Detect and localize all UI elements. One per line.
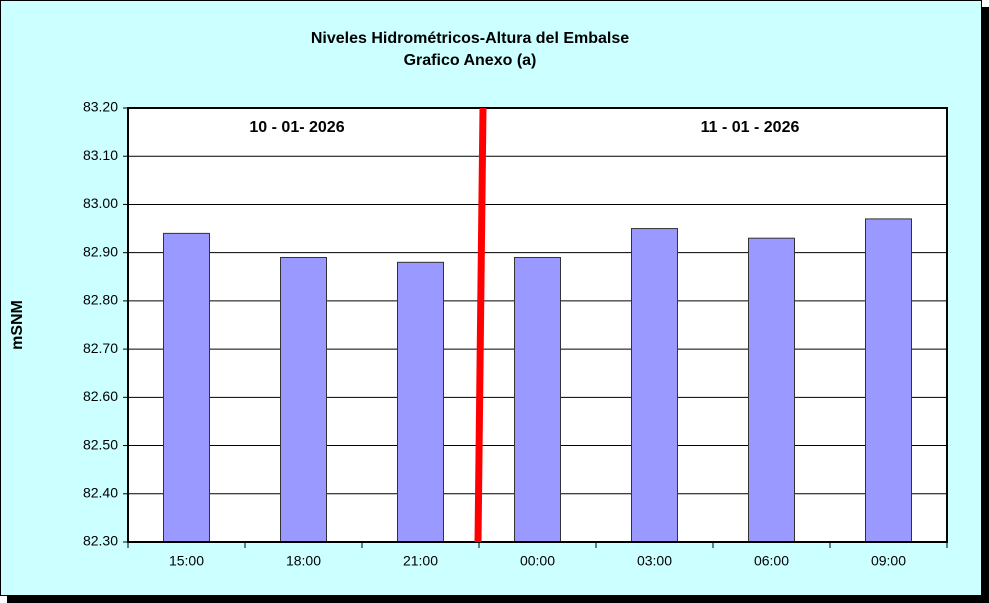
bar [514,256,561,543]
bar [397,261,444,543]
bar [163,232,210,543]
x-tick-label: 09:00 [871,553,906,569]
y-tick-label: 82.80 [83,292,118,308]
x-tick-label: 03:00 [637,553,672,569]
annotation: 10 - 01- 2026 [249,119,344,136]
y-tick-label: 83.20 [83,99,118,115]
y-tick-label: 82.40 [83,484,118,500]
y-tick-label: 82.50 [83,436,118,452]
y-axis-label: mSNM [9,300,26,350]
y-tick-label: 82.60 [83,388,118,404]
bar [631,228,678,543]
x-tick-label: 15:00 [169,553,204,569]
y-tick-label: 82.30 [83,533,118,549]
x-tick-label: 21:00 [403,553,438,569]
plot-border [127,107,948,543]
bar [748,237,795,543]
chart-subtitle: Grafico Anexo (a) [404,52,537,69]
y-tick-label: 83.00 [83,195,118,211]
bar [865,218,912,543]
day-separator [474,107,487,543]
y-tick-label: 82.70 [83,340,118,356]
annotation: 11 - 01 - 2026 [701,119,800,136]
chart-title: Niveles Hidrométricos-Altura del Embalse [311,30,629,47]
y-tick-label: 82.90 [83,243,118,259]
x-tick-label: 00:00 [520,553,555,569]
x-tick-label: 18:00 [286,553,321,569]
x-tick-label: 06:00 [754,553,789,569]
y-tick-label: 83.10 [83,147,118,163]
bar [280,256,327,543]
